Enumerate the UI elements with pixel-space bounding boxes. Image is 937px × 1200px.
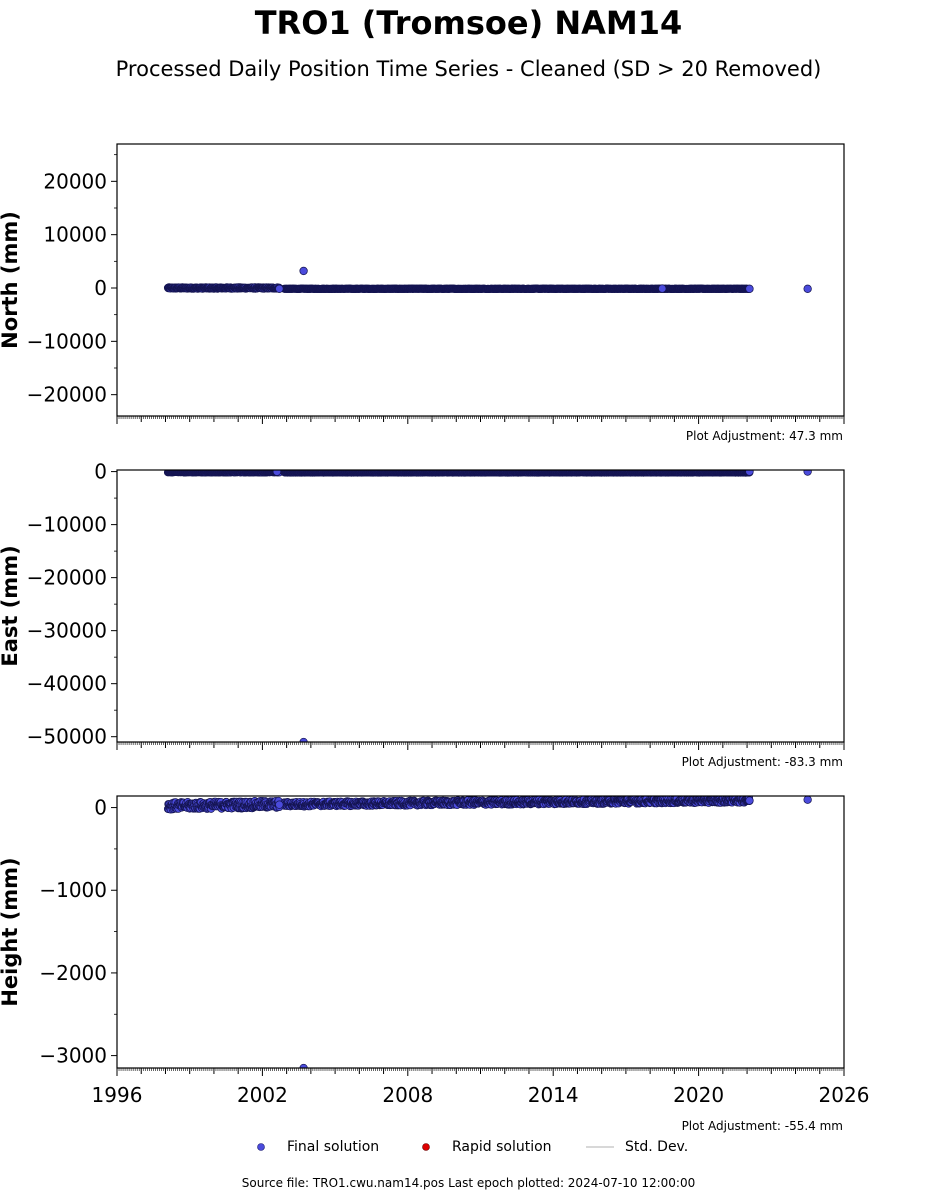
east-point (272, 470, 282, 476)
east-ytick-label: 0 (94, 460, 107, 484)
north-point (803, 284, 812, 293)
north-ytick-label: 10000 (43, 223, 107, 247)
north-ytick-label: 0 (94, 276, 107, 300)
east-ytick-label: −40000 (27, 672, 107, 696)
north-ytick-label: −10000 (27, 329, 107, 353)
east-series-final (163, 470, 812, 742)
north-ytick-label: −20000 (27, 383, 107, 407)
east-ytick-label: −20000 (27, 566, 107, 590)
chart-subtitle: Processed Daily Position Time Series - C… (115, 57, 822, 81)
north-ytick-label: 20000 (43, 169, 107, 193)
north-axes-frame (116, 143, 845, 417)
east-point (745, 470, 754, 476)
north-panel: −20000 −10000 0 10000 20000 North (mm) (0, 143, 845, 424)
east-ytick-label: −30000 (27, 619, 107, 643)
north-point (745, 284, 754, 293)
east-panel: −50000 −40000 −30000 −20000 −10000 0 East (mm) (0, 460, 845, 750)
chart-title: TRO1 (Tromsoe) NAM14 (254, 4, 683, 42)
north-ylabel: North (mm) (0, 211, 22, 349)
east-axes-frame (116, 469, 845, 743)
east-ytick-label: −50000 (27, 725, 107, 749)
east-point (299, 737, 308, 742)
north-point (275, 284, 284, 293)
east-ytick-label: −10000 (27, 513, 107, 537)
height-series-final (163, 796, 812, 1068)
north-point (299, 266, 308, 276)
east-point (803, 470, 812, 476)
north-series-final (163, 266, 812, 293)
north-point (658, 284, 667, 293)
east-ylabel: East (mm) (0, 545, 22, 666)
